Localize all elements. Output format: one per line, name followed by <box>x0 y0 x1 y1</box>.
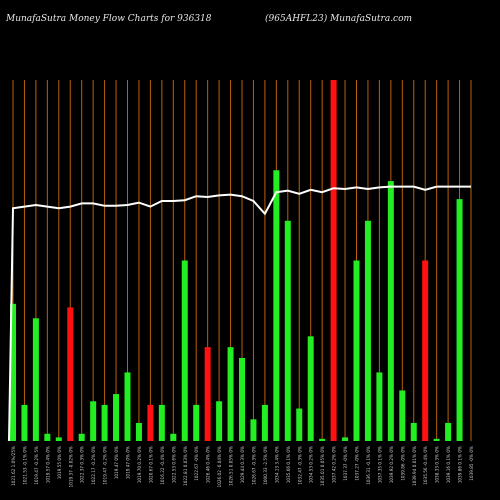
x-tick-label: 1026.51 0.05% 0% <box>229 446 234 486</box>
x-tick-label: 1037.37 -0% 0% <box>343 446 348 481</box>
volume-bar <box>261 404 268 441</box>
volume-bar <box>456 199 463 441</box>
volume-bar <box>135 422 142 441</box>
x-tick-label: 1020.67 0.1% 0% <box>148 446 153 483</box>
volume-bar <box>342 437 349 441</box>
x-tick-label: 1036.31 -0.1% 0% <box>366 446 371 485</box>
volume-bar <box>319 438 326 441</box>
x-tick-label: 1038.33 0.3% 0% <box>435 446 440 483</box>
volume-bar <box>21 404 28 441</box>
x-tick-label: 1039.94 0.01% 0% <box>412 446 417 486</box>
volume-bar <box>399 390 406 441</box>
x-tick-label: 1019.70 0.2% 0% <box>137 446 142 483</box>
volume-bar <box>90 401 97 441</box>
volume-bar <box>101 404 108 441</box>
volume-bar <box>330 80 337 441</box>
x-axis-labels: 1021.62 1.0%/25% 1021.53 -0.1% 0% 1019.47 … <box>11 446 474 487</box>
x-tick-label: 1035.66 0.1% 0% <box>286 446 291 483</box>
x-tick-label: 1021.53 -0.1% 0% <box>22 446 27 485</box>
x-tick-label: 1039.86 0.1% 0% <box>458 446 463 483</box>
volume-bar <box>296 408 303 441</box>
x-tick-label: 1039.86 -0% 0% <box>400 446 405 481</box>
volume-bars <box>10 80 463 441</box>
x-tick-label: 1021.62 1.0%/25% <box>11 446 16 486</box>
volume-bar <box>158 404 165 441</box>
volume-bar <box>170 433 177 441</box>
volume-bar <box>239 357 245 441</box>
volume-bar <box>181 260 188 441</box>
volume-bar <box>307 336 314 441</box>
volume-bar <box>376 372 383 441</box>
volume-bar <box>10 303 16 441</box>
volume-bar <box>387 181 394 441</box>
volume-bar <box>78 433 85 441</box>
volume-bar <box>216 401 223 441</box>
volume-bar <box>284 220 291 441</box>
x-tick-label: 1016.22 -0.4% 0% <box>160 446 165 485</box>
price-line-layer <box>8 185 471 442</box>
x-tick-label: 1037.27 -0% 0% <box>355 446 360 481</box>
x-tick-label: 1022.37 0.3% 0% <box>80 446 85 483</box>
x-tick-label: 1022.67 -0% 0% <box>194 446 199 481</box>
x-tick-label: 1034.13 3.4% 0% <box>274 446 279 483</box>
x-tick-label: 1019.47 0% 0% <box>114 446 119 479</box>
x-tick-label: 1026.02 -0.04% 0% <box>217 446 222 487</box>
volume-bar <box>433 438 440 441</box>
volume-bar <box>353 260 360 441</box>
volume-bar <box>364 220 371 441</box>
x-tick-label: 1019.47 0% 0% <box>126 446 131 479</box>
x-tick-label: 1032.47 -0.3% 0% <box>297 446 302 485</box>
x-tick-label: 1034.53 0.2% 0% <box>309 446 314 483</box>
x-tick-label: 1039.85 -0% 0% <box>469 446 474 481</box>
x-tick-label: 1037.42 0.2% 0% <box>332 446 337 483</box>
volume-bar <box>422 260 429 441</box>
volume-bar <box>113 394 120 441</box>
volume-bar <box>55 437 62 441</box>
x-tick-label: 1019.37 -0.02% 0% <box>68 446 73 487</box>
x-tick-label: 1019.47 -0.2% 5% <box>34 446 39 485</box>
volume-bar <box>445 422 452 441</box>
volume-bar <box>124 372 131 441</box>
x-tick-label: 1037.35 0.1% 0% <box>377 446 382 483</box>
volume-bar <box>250 419 257 441</box>
x-tick-label: 1022.81 0.03% 0% <box>183 446 188 486</box>
x-tick-label: 1026.46 0.4% 0% <box>206 446 211 483</box>
volume-bar <box>147 404 154 441</box>
x-tick-label: 1000.33 -2.5% 0% <box>263 446 268 485</box>
price-line <box>8 185 471 442</box>
volume-bar <box>410 422 417 441</box>
volume-bar <box>227 347 234 441</box>
volume-bar <box>67 307 74 441</box>
x-tick-label: 1022.17 -0.2% 0% <box>91 446 96 485</box>
chart-subtitle: (965AHFL23) MunafaSutra.com <box>265 14 413 24</box>
volume-bar <box>273 170 280 441</box>
x-tick-label: 1039.92 0.2% 0% <box>389 446 394 483</box>
x-tick-label: 1026.67 -0.3% 0% <box>251 446 256 485</box>
volume-bar <box>44 433 51 441</box>
x-tick-label: 1029.44 0.3% 0% <box>240 446 245 483</box>
x-tick-label: 1019.55 0% 0% <box>57 446 62 479</box>
volume-bar <box>193 404 200 441</box>
x-tick-label: 1019.47 -0.2% 0% <box>103 446 108 485</box>
x-tick-label: 1035.01 0.05% 0% <box>320 446 325 486</box>
x-tick-label: 1039.16 0.1% 0% <box>446 446 451 483</box>
x-tick-label: 1035.56 -0.4% 0% <box>423 446 428 485</box>
volume-bar <box>204 347 211 441</box>
x-tick-label: 1022.53 0.6% 0% <box>171 446 176 483</box>
volume-bar <box>32 318 39 441</box>
chart-title: MunafaSutra Money Flow Charts for 936318 <box>6 14 212 24</box>
x-tick-label: 1019.57 0.4% 0% <box>45 446 50 483</box>
